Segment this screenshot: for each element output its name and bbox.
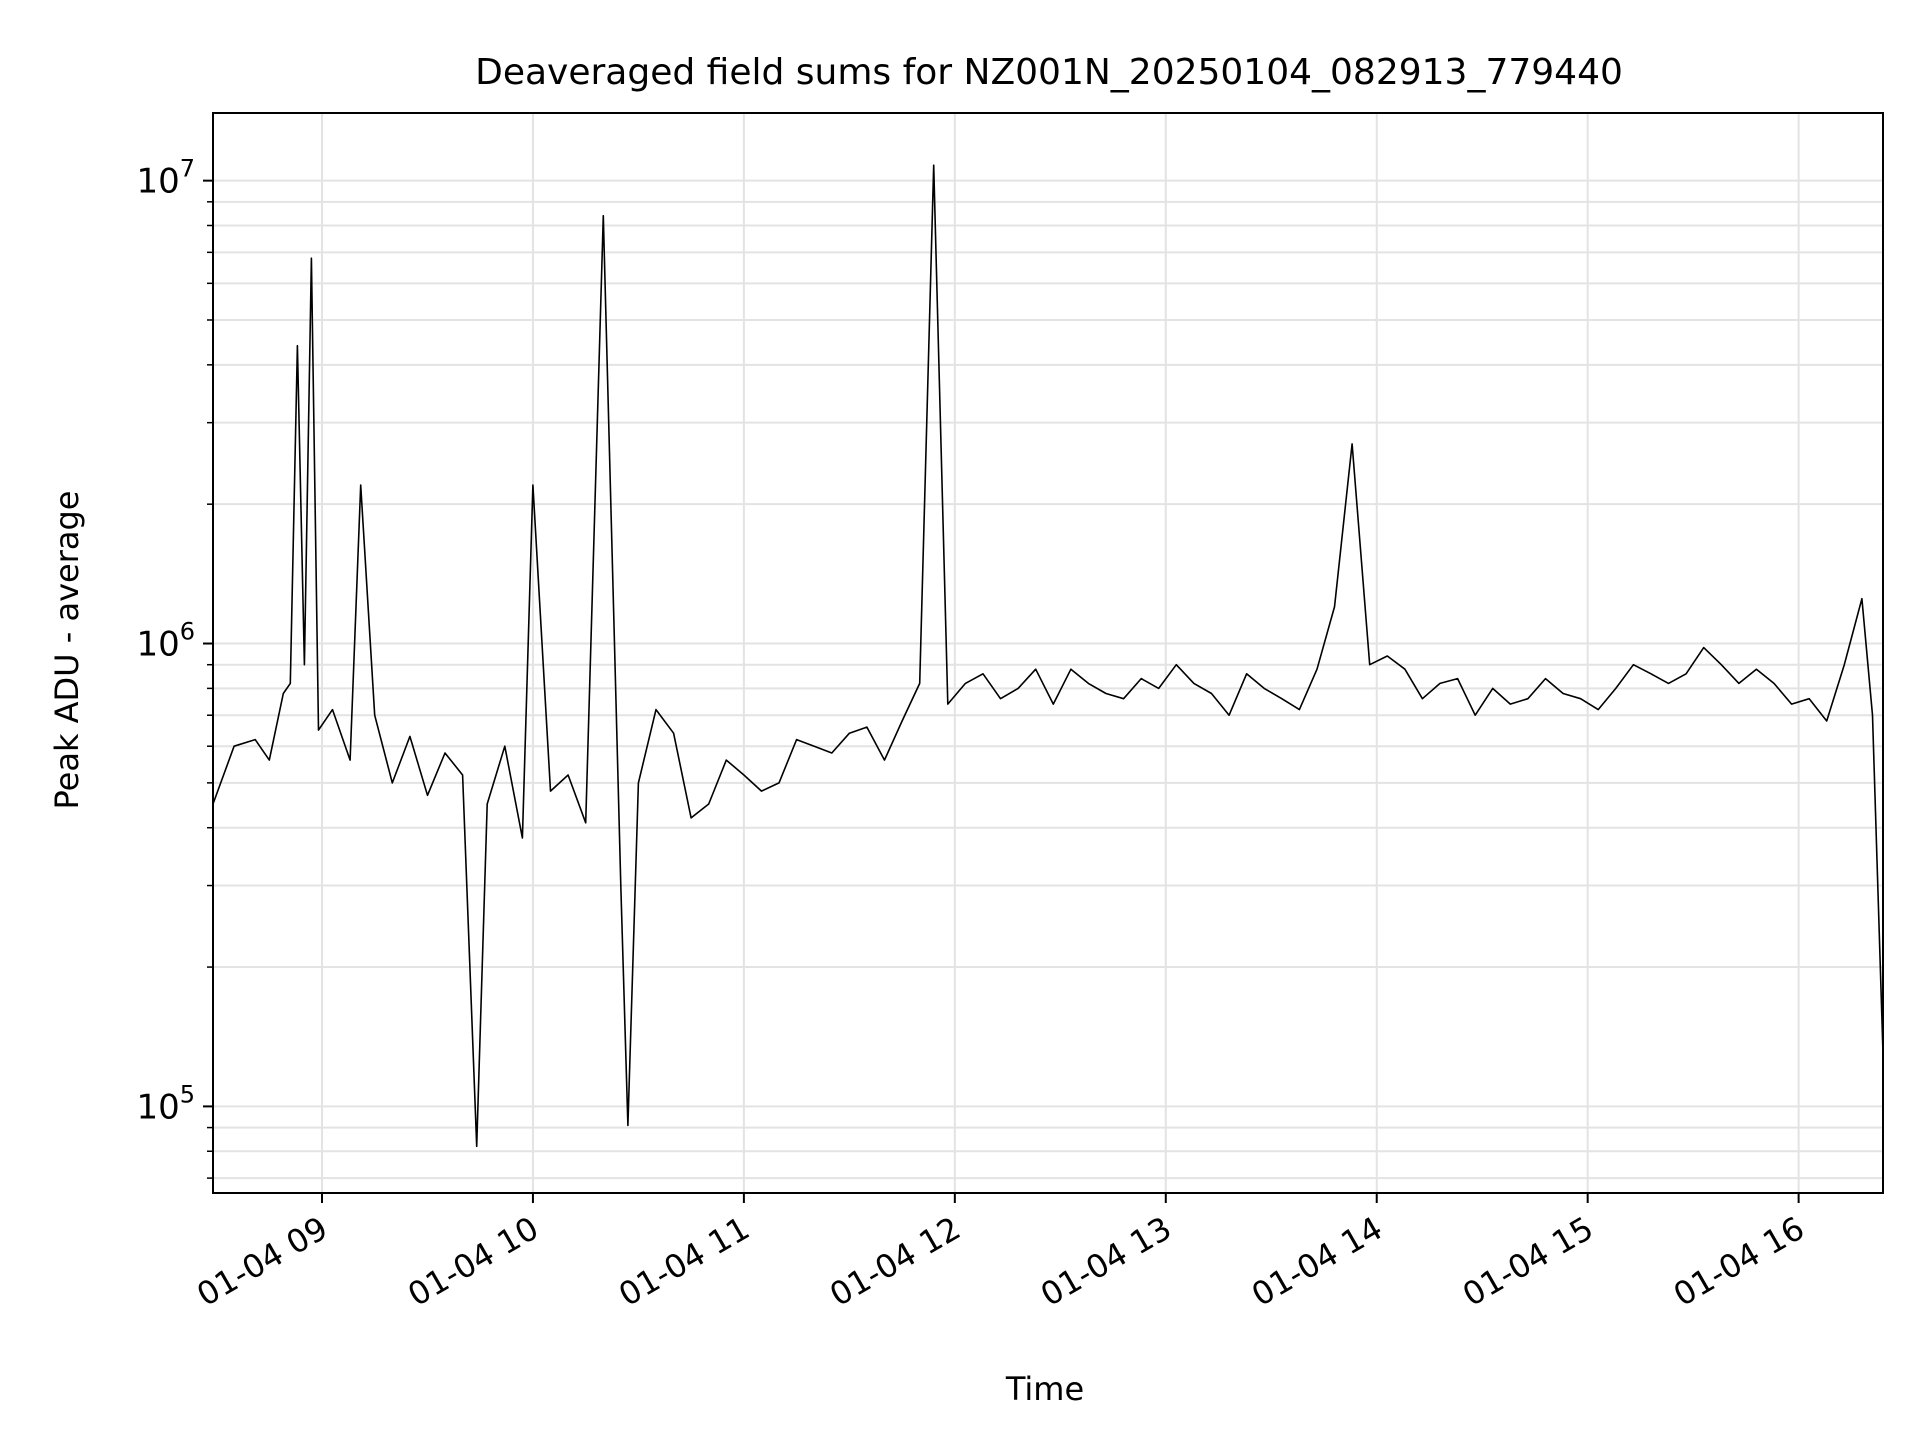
grid bbox=[213, 113, 1883, 1193]
y-tick-label: 106 bbox=[136, 618, 195, 665]
chart-title: Deaveraged field sums for NZ001N_2025010… bbox=[475, 52, 1623, 93]
y-axis-title: Peak ADU - average bbox=[48, 491, 86, 810]
plot-area bbox=[212, 164, 1884, 1148]
axes-frame bbox=[212, 112, 1884, 1194]
data-series-line bbox=[212, 164, 1884, 1148]
x-axis-title: Time bbox=[1005, 1370, 1084, 1408]
y-tick-label: 107 bbox=[136, 155, 195, 202]
y-tick-label: 105 bbox=[136, 1080, 195, 1127]
